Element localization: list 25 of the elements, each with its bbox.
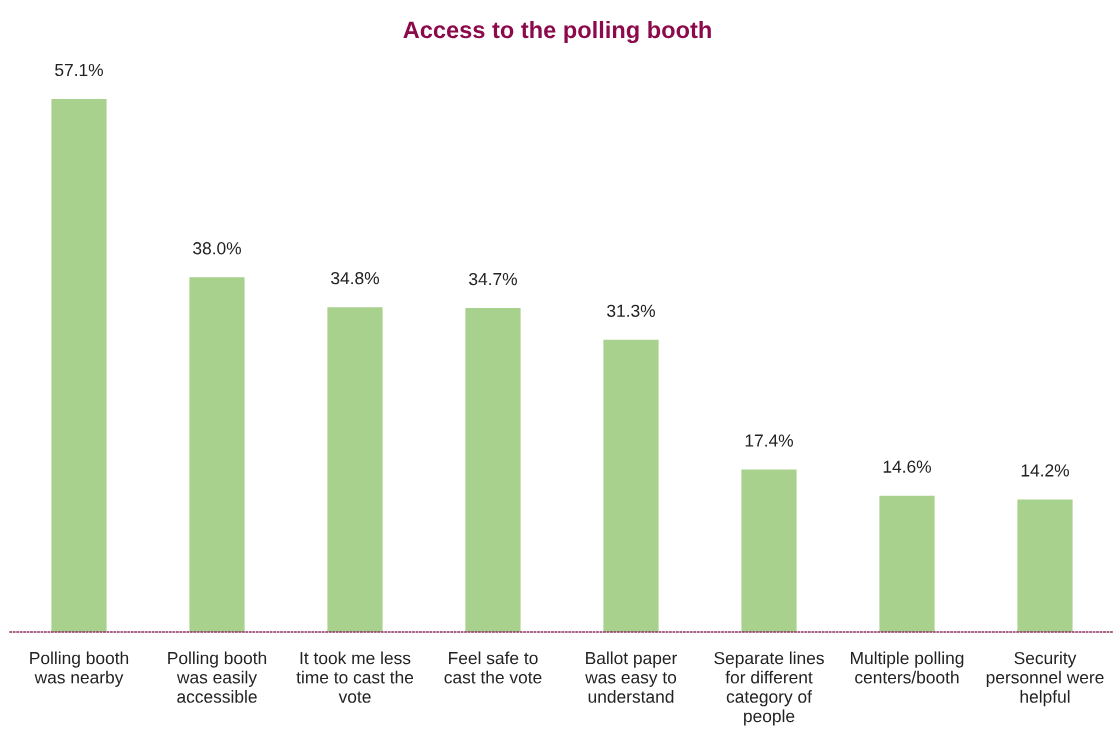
data-label: 57.1%	[55, 63, 103, 77]
bar	[51, 99, 107, 632]
bar	[879, 495, 935, 632]
bar	[603, 339, 659, 632]
x-tick-label: Ballot paper was easy to understand	[585, 651, 678, 703]
x-tick-label: Multiple polling centers/booth	[851, 651, 964, 684]
bar	[1017, 499, 1073, 632]
bar	[465, 308, 521, 632]
chart-title: Access to the polling booth	[403, 20, 711, 44]
x-tick-label: Polling booth was easily accessible	[168, 651, 267, 703]
x-tick-label: It took me less time to cast the vote	[296, 651, 414, 703]
x-tick-label: Polling booth was nearby	[30, 651, 129, 687]
bar	[189, 277, 245, 632]
x-tick-label: Feel safe to cast the vote	[444, 651, 542, 684]
data-label: 14.2%	[1021, 464, 1069, 477]
data-label: 17.4%	[745, 434, 793, 447]
x-tick-label: Security personnel were helpful	[986, 651, 1104, 707]
data-label: 31.3%	[607, 304, 655, 317]
data-label: 38.0%	[193, 242, 241, 255]
bar	[327, 307, 383, 632]
data-label: 34.7%	[469, 272, 517, 286]
bar	[741, 469, 797, 632]
data-label: 34.8%	[331, 271, 379, 285]
data-label: 14.6%	[883, 460, 931, 473]
x-tick-label: Separate lines for different category of people	[714, 651, 824, 726]
